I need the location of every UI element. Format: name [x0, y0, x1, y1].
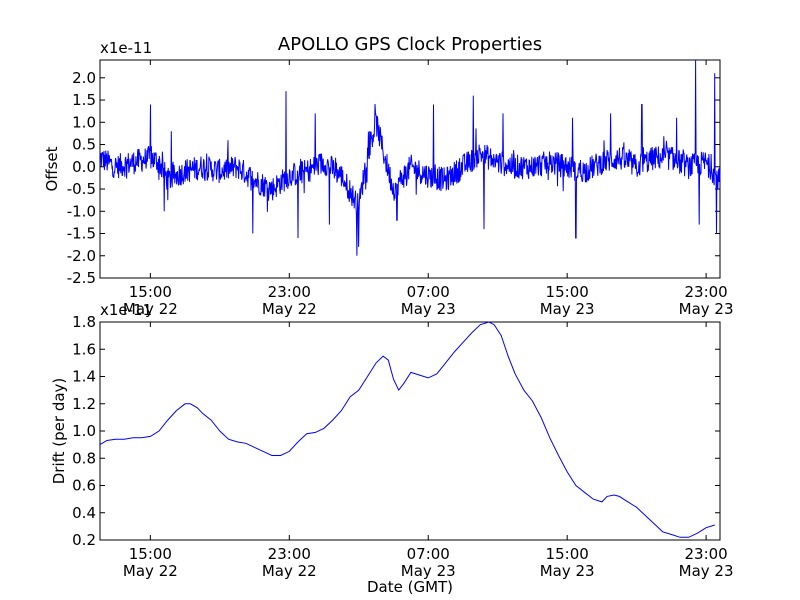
offset-ytick-label: -0.5: [67, 180, 96, 198]
drift-series-line: [99, 321, 715, 538]
drift-xtick-date: May 23: [540, 562, 595, 580]
drift-xtick-date: May 23: [401, 562, 456, 580]
offset-ytick-label: -1.5: [67, 225, 96, 243]
offset-ytick-label: -2.0: [67, 247, 96, 265]
drift-ytick-label: 1.6: [72, 340, 96, 358]
offset-series-line: [99, 59, 721, 256]
drift-xtick-date: May 22: [123, 562, 178, 580]
drift-y-ticks: 0.2 0.4 0.6 0.8 1.0 1.2 1.4 1.6 1.8: [72, 313, 720, 549]
offset-ytick-label: 0.0: [72, 158, 96, 176]
offset-ytick-label: -1.0: [67, 202, 96, 220]
offset-xtick-time: 23:00: [268, 283, 311, 301]
drift-xtick-date: May 22: [262, 562, 317, 580]
offset-ytick-label: 2.0: [72, 69, 96, 87]
offset-xtick-date: May 22: [262, 300, 317, 318]
x-axis-label: Date (GMT): [367, 578, 453, 596]
drift-ytick-label: 1.2: [72, 395, 96, 413]
drift-ytick-label: 0.6: [72, 477, 96, 495]
offset-xtick-date: May 22: [123, 300, 178, 318]
offset-ytick-label: 0.5: [72, 136, 96, 154]
offset-xtick-time: 07:00: [407, 283, 450, 301]
drift-y-offset-text: x1e-11: [100, 301, 152, 319]
offset-y-label: Offset: [43, 146, 61, 191]
drift-ytick-label: 0.8: [72, 449, 96, 467]
drift-y-label: Drift (per day): [50, 378, 68, 485]
offset-ytick-label: 1.5: [72, 91, 96, 109]
offset-xtick-time: 15:00: [129, 283, 172, 301]
drift-xtick-date: May 23: [679, 562, 734, 580]
drift-ytick-label: 0.4: [72, 504, 96, 522]
offset-panel: -2.5 -2.0 -1.5 -1.0 -0.5 0.0 0.5 1.0 1.5 2.0 15:0…: [43, 39, 734, 318]
offset-y-offset-text: x1e-11: [100, 39, 152, 57]
drift-xtick-time: 15:00: [129, 545, 172, 563]
drift-xtick-time: 07:00: [407, 545, 450, 563]
offset-xtick-time: 23:00: [684, 283, 727, 301]
drift-ytick-label: 1.8: [72, 313, 96, 331]
offset-xtick-date: May 23: [679, 300, 734, 318]
drift-ytick-label: 1.0: [72, 422, 96, 440]
drift-ytick-label: 0.2: [72, 531, 96, 549]
drift-plot-area: [99, 321, 721, 541]
drift-xtick-time: 15:00: [546, 545, 589, 563]
offset-xtick-date: May 23: [401, 300, 456, 318]
drift-ytick-label: 1.4: [72, 368, 96, 386]
drift-xtick-time: 23:00: [268, 545, 311, 563]
offset-ytick-label: 1.0: [72, 113, 96, 131]
chart-title: APOLLO GPS Clock Properties: [278, 34, 542, 55]
offset-xtick-date: May 23: [540, 300, 595, 318]
offset-xtick-time: 15:00: [546, 283, 589, 301]
offset-ytick-label: -2.5: [67, 269, 96, 287]
drift-xtick-time: 23:00: [684, 545, 727, 563]
